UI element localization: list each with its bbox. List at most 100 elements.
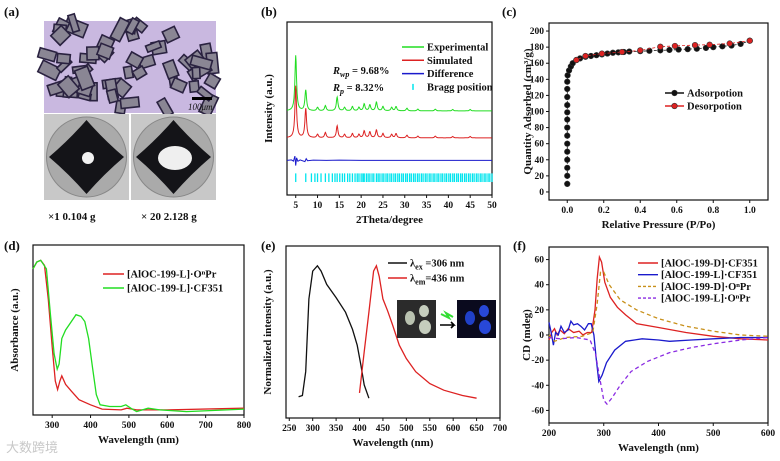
rp-annotation: Rp = 8.32% [332,83,384,96]
y-tick-label: 160 [530,59,545,69]
crystal [169,76,189,94]
x-tick-label: 15 [335,201,345,211]
chart-d: 300 400 500 600 700 800 Wavelength (nm) Absorba… [9,244,252,446]
crystal [36,59,63,82]
y-tick-label: 140 [530,75,545,85]
series-difference [286,155,492,166]
crystal [36,46,58,63]
data-point [593,52,600,59]
y-axis-label: Quantity Adsorbed (cm³/g) [522,48,534,174]
chart-c: 0.0 0.2 0.4 0.6 0.8 1.0 0 20 40 60 80 100 120 140 160 1… [522,22,769,231]
crystal [131,64,148,81]
data-point [587,52,595,60]
series-emission [358,264,477,399]
legend-label: [AlOC-199-L]·OⁿPr [661,294,751,305]
legend-marker [671,102,678,110]
x-tick-label: 300 [306,424,321,434]
panel-label-b: (b) [261,4,277,19]
arrow-icon [440,321,456,329]
legend-marker [671,89,678,97]
y-tick-label: -60 [531,406,544,416]
x-tick-label: 300 [45,421,60,431]
x-tick-label: 35 [422,201,432,211]
series-experimental [286,55,492,112]
legend-label: λex =306 nm [410,259,465,272]
crystal [144,39,163,54]
x-tick-label: 250 [282,424,297,434]
x-tick-label: 20 [356,201,366,211]
scale-bar [192,97,212,100]
data-point [706,41,713,48]
data-point [582,52,589,60]
x-tick-label: 350 [329,424,344,434]
y-tick-label: 60 [535,256,545,266]
data-point [657,43,664,50]
y-tick-label: -40 [531,381,544,391]
data-point [564,132,571,139]
y-tick-label: 0 [539,331,544,341]
crystal [49,24,72,47]
legend-label: Adsorpotion [687,89,743,100]
x-tick-label: 650 [469,424,484,434]
subscript: p [339,87,344,96]
x-tick-label: 700 [493,424,508,434]
legend-label: λem=436 nm [410,274,465,287]
x-axis-label: Wavelength (nm) [98,434,179,446]
series--aloc-199-l-cf351 [32,259,245,413]
x-tick-label: 500 [706,429,721,439]
x-tick-label: 45 [465,201,475,211]
data-point [564,140,571,147]
x-tick-label: 50 [487,201,497,211]
sample-photo-large [131,114,216,200]
legend-label: Difference [427,69,474,80]
x-tick-label: 10 [313,201,323,211]
data-point [564,124,571,131]
crystal [56,74,81,99]
data-point [726,40,733,47]
series--aloc-199-l-o-pr [32,259,245,411]
x-tick-label: 400 [83,421,98,431]
data-point [564,148,571,155]
watermark: 大数跨境 [6,441,58,456]
crystal-micrograph: 100μm [36,12,222,119]
chart-e: 250 300 350 400 450 500 550 600 650 700 Wavelength… [262,245,508,449]
data-point [746,37,753,44]
crystal [105,88,120,105]
legend-label: [AlOC-199-L]·OⁿPr [127,270,217,281]
plot-frame [285,245,501,419]
legend: Experimental Simulated Difference Bragg pos… [402,43,493,93]
crystal [161,58,180,80]
data-point [691,42,699,49]
y-tick-label: 20 [535,172,545,182]
series--aloc-199-d-cf351 [548,254,769,341]
crystal [189,54,214,71]
y-tick-label: -20 [531,356,544,366]
y-axis-label: Normalized intensity (a.u.) [262,269,274,395]
x-tick-label: 25 [378,201,388,211]
x-axis-label: Wavelength (nm) [353,437,434,449]
data-point [564,156,571,163]
data-point [564,85,571,93]
series-excitation [298,264,370,399]
x-tick-label: 800 [237,421,252,431]
data-point [618,48,626,56]
data-point [573,56,580,64]
crystal [66,12,81,34]
lambda: λ [410,259,416,270]
panel-label-a: (a) [4,4,19,19]
series--aloc-199-d-o-pr [548,271,769,343]
y-tick-label: 80 [535,124,545,134]
value: = 9.68% [349,66,389,77]
x-tick-label: 30 [400,201,410,211]
x-tick-label: 300 [597,429,612,439]
subscript: wp [340,70,349,79]
y-axis-label: CD (mdeg) [521,309,533,361]
x-tick-label: 600 [446,424,461,434]
crystal [109,16,131,43]
data-point [675,46,682,53]
crystal [188,79,201,94]
subscript: ex [415,263,423,272]
panel-label-d: (d) [4,238,20,253]
legend: [AlOC-199-L]·OⁿPr [AlOC-199-L]·CF351 [103,270,223,295]
